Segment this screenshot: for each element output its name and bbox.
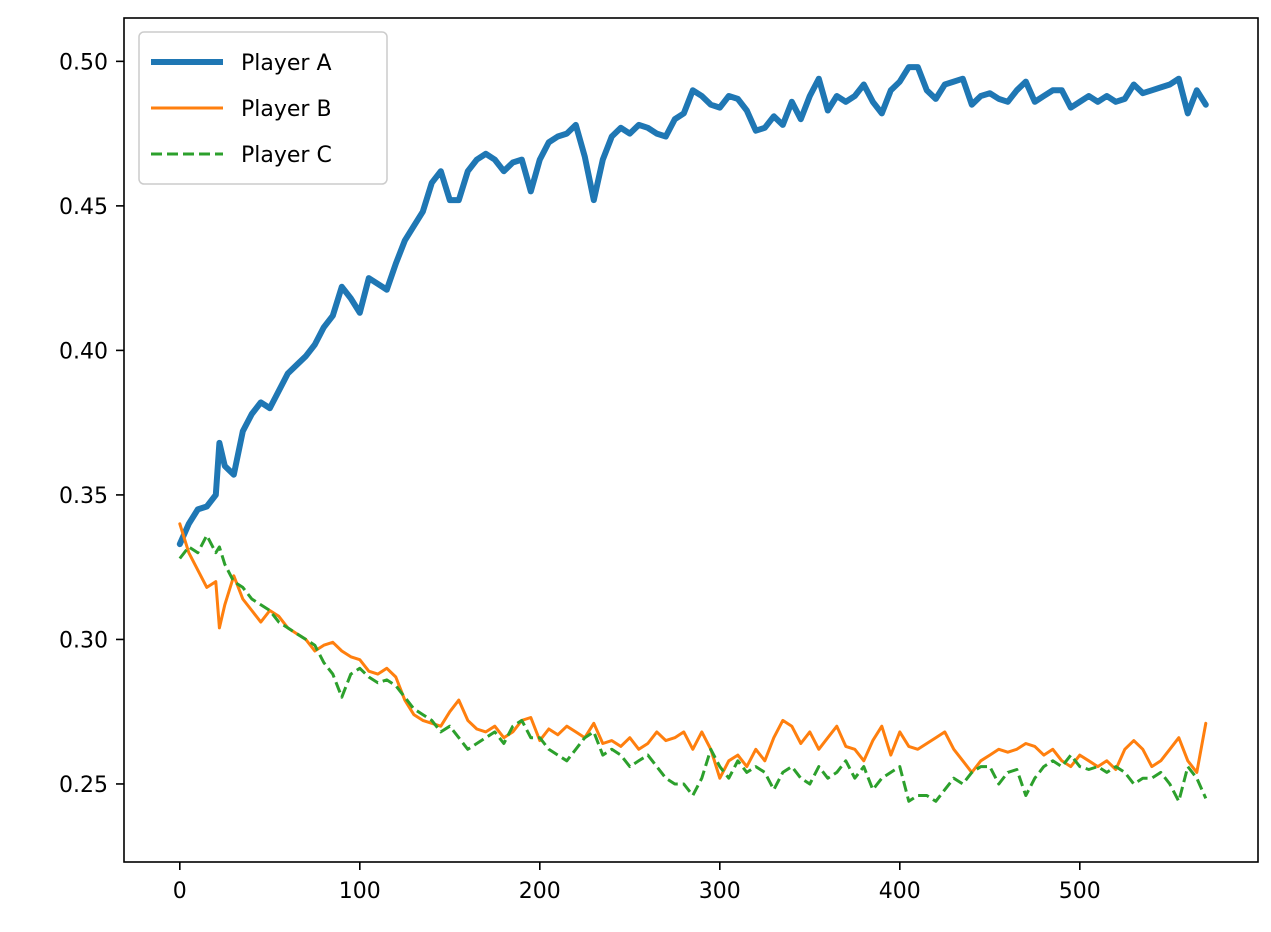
plot-frame (123, 17, 1259, 863)
x-tick-label: 400 (879, 879, 921, 904)
legend: Player A Player B Player C (138, 31, 388, 185)
series-line-3 (178, 533, 1208, 803)
legend-label: Player A (241, 51, 332, 76)
x-tick-label: 0 (173, 879, 187, 904)
y-axis: 0.25 0.30 0.35 0.40 0.45 0.50 (59, 50, 124, 798)
y-tick-label: 0.30 (59, 628, 108, 653)
x-tick-label: 500 (1059, 879, 1101, 904)
y-tick-label: 0.50 (59, 50, 108, 75)
y-tick-label: 0.45 (59, 195, 108, 220)
y-tick-label: 0.25 (59, 773, 108, 798)
x-tick-label: 300 (699, 879, 741, 904)
x-axis: 0 100 200 300 400 500 (173, 862, 1101, 904)
plot-lines (176, 64, 1209, 803)
legend-label: Player B (241, 97, 332, 122)
x-tick-label: 200 (519, 879, 561, 904)
legend-label: Player C (241, 143, 332, 168)
series-line-2 (178, 522, 1208, 780)
y-tick-label: 0.40 (59, 339, 108, 364)
series-line-1 (176, 64, 1209, 548)
legend-box (138, 31, 388, 185)
x-tick-label: 100 (339, 879, 381, 904)
y-tick-label: 0.35 (59, 484, 108, 509)
